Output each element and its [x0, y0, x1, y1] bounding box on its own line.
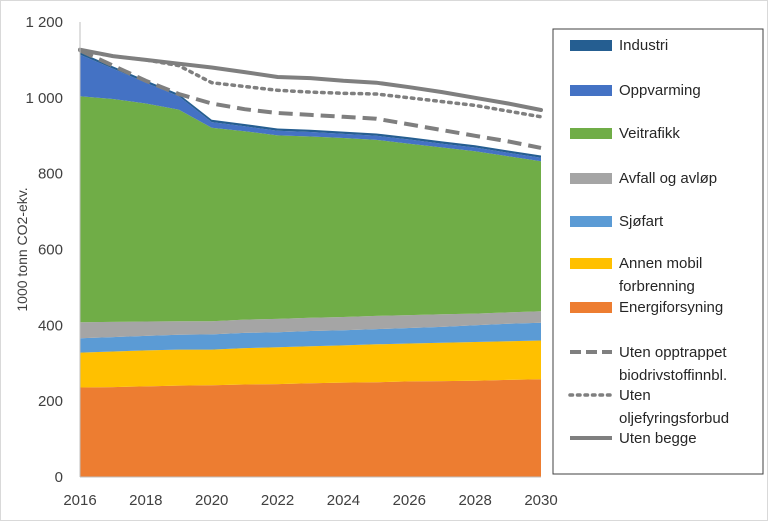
x-tick-label: 2030	[524, 492, 557, 509]
area-sjøfart	[80, 322, 541, 353]
x-tick-label: 2028	[458, 492, 491, 509]
legend-marker-sjøfart	[570, 216, 612, 227]
axes: 0 200 400 600 800 1 000 1 200 2016 2018 2020 2022 2…	[14, 14, 558, 509]
legend-marker-annen-mobil-forbrenning	[570, 258, 612, 269]
y-tick-label: 0	[55, 469, 63, 486]
scenario-lines	[78, 47, 543, 150]
y-axis-label: 1000 tonn CO2-ekv.	[14, 187, 30, 311]
area-veitrafikk	[80, 96, 541, 323]
area-energiforsyning	[80, 379, 541, 477]
x-tick-label: 2026	[393, 492, 426, 509]
legend-marker-oppvarming	[570, 85, 612, 96]
legend-label-oppvarming: Oppvarming	[619, 82, 701, 99]
legend: Industri Oppvarming Veitrafikk Avfall og av…	[552, 28, 764, 475]
legend-label-uten-opptrappet-biodrivstoffinnbl: Uten opptrappet biodrivstoffinnbl.	[619, 344, 727, 384]
line-uten-opptrappet-biodrivstoffinnbl	[79, 48, 542, 150]
area-oppvarming	[80, 54, 541, 162]
x-tick-label: 2016	[63, 492, 96, 509]
legend-label-annen-mobil-forbrenning: Annen mobil forbrenning	[619, 255, 702, 295]
legend-label-uten-begge: Uten begge	[619, 430, 697, 447]
legend-label-industri: Industri	[619, 37, 668, 54]
area-annen-mobil-forbrenning	[80, 340, 541, 388]
area-layers	[80, 52, 541, 477]
legend-label-avfall-og-avløp: Avfall og avløp	[619, 170, 717, 187]
y-tick-label: 200	[38, 393, 63, 410]
legend-label-sjøfart: Sjøfart	[619, 213, 664, 230]
y-tick-label: 1 000	[25, 90, 63, 107]
x-tick-label: 2022	[261, 492, 294, 509]
y-tick-label: 600	[38, 242, 63, 259]
legend-label-uten-oljefyringsforbud: Uten oljefyringsforbud	[619, 387, 729, 427]
legend-marker-industri	[570, 40, 612, 51]
y-tick-label: 400	[38, 317, 63, 334]
area-avfall-og-avløp	[80, 311, 541, 339]
legend-label-veitrafikk: Veitrafikk	[619, 125, 680, 142]
x-tick-label: 2024	[327, 492, 360, 509]
y-tick-label: 800	[38, 166, 63, 183]
legend-box	[552, 28, 764, 475]
legend-marker-veitrafikk	[570, 128, 612, 139]
y-tick-label: 1 200	[25, 14, 63, 31]
x-tick-label: 2018	[129, 492, 162, 509]
legend-marker-energiforsyning	[570, 302, 612, 313]
line-uten-begge	[78, 47, 543, 112]
legend-marker-avfall-og-avløp	[570, 173, 612, 184]
legend-label-energiforsyning: Energiforsyning	[619, 299, 723, 316]
x-tick-label: 2020	[195, 492, 228, 509]
